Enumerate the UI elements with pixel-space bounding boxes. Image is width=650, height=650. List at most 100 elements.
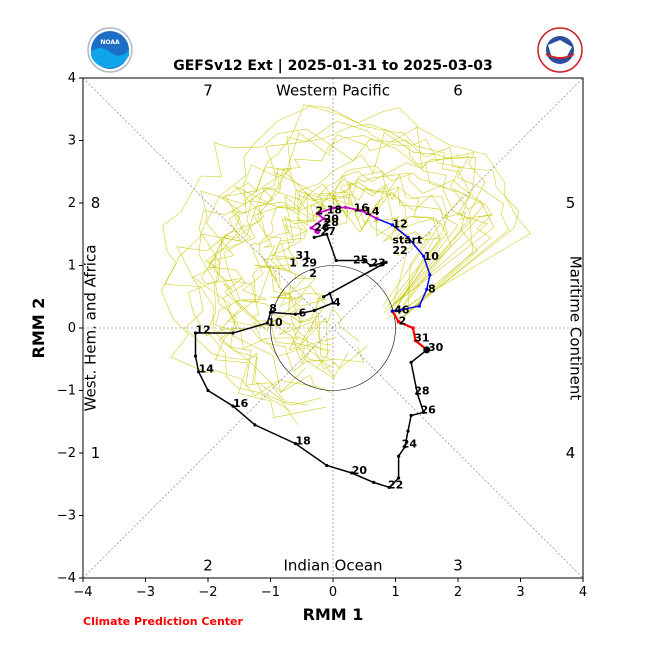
noaa-logo: NOAA [87,27,133,73]
current-position-marker [423,346,431,354]
observed-point [387,485,391,489]
day-label: 4 [394,303,402,316]
y-tick-label: 1 [68,259,76,274]
day-label: 4 [333,296,341,309]
ensemble-member-line [227,170,441,372]
day-label: 24 [402,438,418,451]
day-label: 2 [399,315,407,328]
day-label: 6 [299,306,307,319]
observed-point [253,423,257,427]
day-label: 23 [371,256,386,269]
ensemble-member-line [198,132,510,393]
y-tick-label: 4 [68,71,76,86]
ensemble-member-line [235,182,449,378]
phase-label: 3 [453,557,463,575]
day-label: 29 [302,256,317,269]
day-label: 22 [392,244,407,257]
forecast-end-marker [314,228,321,235]
forecast-point-magenta [331,206,335,210]
forecast-point-blue [417,304,421,308]
y-tick-label: −2 [57,446,76,461]
observed-point [268,310,273,314]
x-tick-label: 2 [454,585,462,600]
phase-label: 6 [453,82,463,100]
observed-point [409,360,413,364]
day-label: 20 [352,464,368,477]
day-label: 18 [296,435,311,448]
forecast-point-blue [425,287,429,291]
day-label: 10 [424,250,440,263]
noaa-logo-text: NOAA [100,39,120,46]
phase-label: 7 [203,82,213,100]
day-label: 12 [196,323,211,336]
day-label: 12 [392,218,407,231]
ensemble-group [160,104,531,426]
day-label: 31 [414,331,429,344]
observed-point [328,292,332,296]
observed-point [422,410,426,414]
observed-point [362,258,366,263]
day-label: 30 [428,341,444,354]
day-label: 8 [269,302,277,315]
ensemble-member-line [188,104,488,412]
observed-point [397,454,401,458]
ensemble-member-line [160,120,531,397]
day-label: 6 [402,303,410,316]
day-label: 2 [316,205,324,218]
day-label: 1 [289,256,297,269]
forecast-point-blue [428,273,432,277]
x-tick-label: −4 [73,585,92,600]
ensemble-member-line [191,172,493,379]
region-label-top: Western Pacific [276,82,390,100]
observed-point [312,235,316,239]
ensemble-member-line [214,123,485,418]
x-tick-label: 0 [329,585,337,600]
observed-point [384,260,388,264]
forecast-point-magenta [375,217,379,221]
observed-point [312,308,316,313]
forecast-point-red [413,338,418,343]
phase-label: 1 [91,444,101,462]
ensemble-member-line [206,105,493,426]
ensemble-member-line [253,196,452,346]
x-tick-label: 3 [516,585,524,600]
forecast-line-magenta [309,206,378,232]
observed-point [372,480,376,484]
observed-point [231,331,235,335]
day-label: 16 [354,201,370,214]
phase-label: 8 [91,194,101,212]
day-label: 26 [421,403,437,416]
day-label: 8 [428,283,436,296]
y-tick-label: 0 [68,321,76,336]
ensemble-member-line [270,180,432,370]
ensemble-member-line [204,164,495,369]
day-label: 10 [267,316,283,329]
day-label: 31 [296,249,311,262]
nws-logo [537,27,583,73]
forecast-point-magenta [309,226,313,230]
start-label: start [392,233,422,246]
region-label-bottom: Indian Ocean [283,557,382,575]
phase-label: 2 [203,557,213,575]
observed-point [409,413,413,418]
observed-point [397,476,401,480]
chart-title: GEFSv12 Ext | 2025-01-31 to 2025-03-03 [173,58,493,74]
region-label-right: Maritime Continent [567,256,585,401]
forecast-point-magenta [359,208,363,213]
day-label: 22 [388,478,403,491]
x-tick-label: 4 [579,585,587,600]
observed-point [322,295,326,299]
x-axis-label: RMM 1 [303,605,364,624]
x-tick-label: −1 [261,585,280,600]
observed-point [325,232,329,236]
y-tick-label: 3 [68,134,76,149]
observed-point [265,321,269,325]
observed-point [403,445,407,449]
observed-point [334,258,338,263]
day-label: 25 [353,253,368,266]
observed-point [415,392,419,396]
forecast-point-blue [422,254,426,258]
unit-circle [270,265,396,391]
y-tick-label: 2 [68,196,76,211]
